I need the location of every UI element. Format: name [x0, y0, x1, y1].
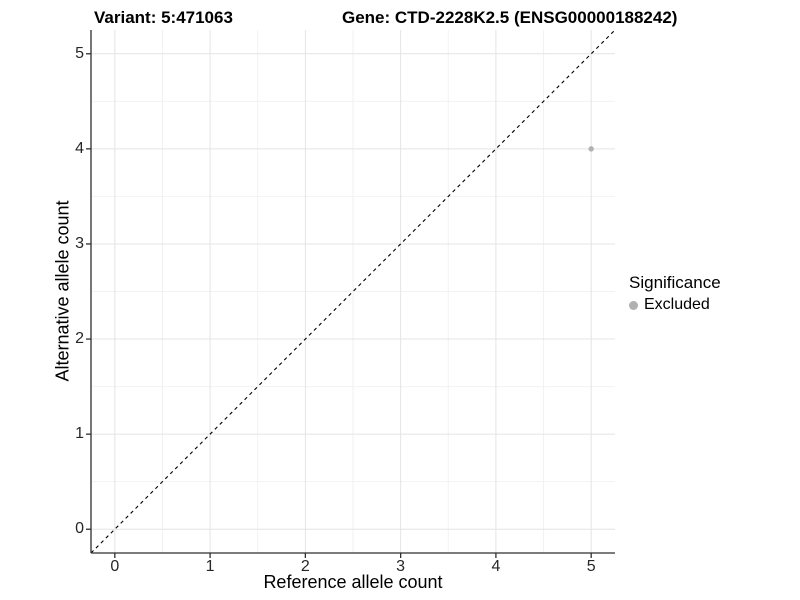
y-tick-label: 0	[75, 520, 84, 538]
plot-title-variant: Variant: 5:471063	[94, 8, 233, 27]
y-tick-label: 5	[75, 44, 84, 62]
x-tick-label: 2	[300, 558, 310, 575]
legend-point-icon	[629, 300, 638, 310]
y-tick-label: 1	[75, 425, 84, 443]
legend-item-excluded: Excluded	[629, 296, 721, 314]
x-axis-label: Reference allele count	[263, 572, 443, 592]
legend-title: Significance	[629, 273, 721, 292]
x-tick-label: 1	[205, 558, 215, 575]
y-tick-label: 3	[75, 234, 84, 252]
y-axis-label: Alternative allele count	[52, 200, 73, 382]
x-tick-label: 0	[110, 558, 120, 575]
data-point	[588, 146, 594, 152]
y-tick-label: 4	[75, 139, 84, 157]
x-tick-label: 3	[396, 558, 406, 575]
y-tick-label: 2	[75, 330, 84, 348]
plot-title-gene: Gene: CTD-2228K2.5 (ENSG00000188242)	[342, 8, 678, 27]
x-tick-label: 4	[491, 558, 501, 575]
legend-item-label: Excluded	[644, 296, 710, 313]
x-tick-label: 5	[586, 558, 596, 575]
legend: Significance Excluded	[629, 273, 721, 314]
